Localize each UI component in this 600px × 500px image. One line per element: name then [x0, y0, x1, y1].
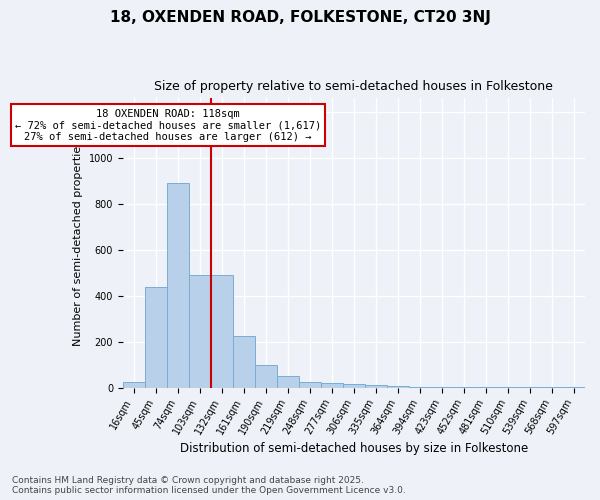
Bar	[343, 384, 365, 388]
Y-axis label: Number of semi-detached properties: Number of semi-detached properties	[73, 140, 83, 346]
Bar	[321, 383, 343, 388]
Bar	[387, 386, 409, 388]
Title: Size of property relative to semi-detached houses in Folkestone: Size of property relative to semi-detach…	[154, 80, 553, 93]
Bar	[365, 385, 387, 388]
X-axis label: Distribution of semi-detached houses by size in Folkestone: Distribution of semi-detached houses by …	[180, 442, 528, 455]
Text: 18, OXENDEN ROAD, FOLKESTONE, CT20 3NJ: 18, OXENDEN ROAD, FOLKESTONE, CT20 3NJ	[110, 10, 490, 25]
Bar	[299, 382, 321, 388]
Bar	[167, 184, 189, 388]
Text: Contains HM Land Registry data © Crown copyright and database right 2025.
Contai: Contains HM Land Registry data © Crown c…	[12, 476, 406, 495]
Bar	[233, 336, 255, 388]
Bar	[211, 275, 233, 388]
Bar	[189, 275, 211, 388]
Bar	[123, 382, 145, 388]
Bar	[277, 376, 299, 388]
Text: 18 OXENDEN ROAD: 118sqm
← 72% of semi-detached houses are smaller (1,617)
27% of: 18 OXENDEN ROAD: 118sqm ← 72% of semi-de…	[15, 108, 321, 142]
Bar	[255, 364, 277, 388]
Bar	[145, 286, 167, 388]
